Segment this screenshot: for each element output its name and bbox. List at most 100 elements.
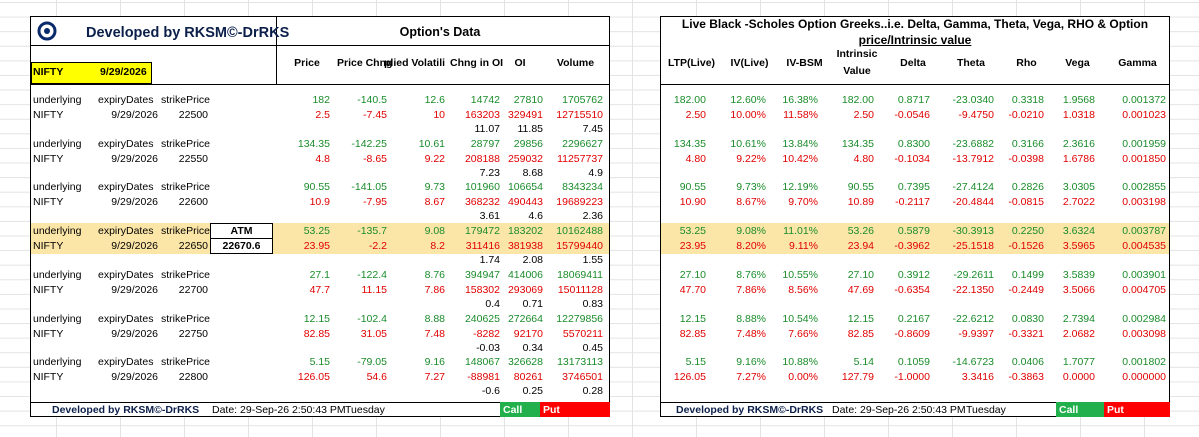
put-price[interactable]: 126.05 xyxy=(297,371,330,384)
call-iv[interactable]: 9.73 xyxy=(424,181,445,194)
greek-call-intr[interactable]: 182.00 xyxy=(841,94,874,106)
greek-call-iv[interactable]: 9.73% xyxy=(736,181,766,194)
greek-call-gamma[interactable]: 0.003901 xyxy=(1122,268,1166,281)
greek-put-intr[interactable]: 23.94 xyxy=(847,240,874,253)
greek-put-rho[interactable]: -0.2449 xyxy=(1008,283,1044,296)
put-vol[interactable]: 15799440 xyxy=(556,240,603,253)
put-iv[interactable]: 7.86 xyxy=(424,283,445,296)
greek-call-gamma[interactable]: 0.003787 xyxy=(1122,225,1166,238)
call-coi[interactable]: 394947 xyxy=(464,268,500,281)
put-coi[interactable]: 163203 xyxy=(464,109,500,121)
greek-call-intr[interactable]: 27.10 xyxy=(847,268,874,281)
greek-put-vega[interactable]: 0.0000 xyxy=(1062,371,1095,384)
call-oi[interactable]: 326628 xyxy=(507,356,543,369)
greek-call-bsm[interactable]: 12.19% xyxy=(782,181,818,194)
greek-put-delta[interactable]: -0.1034 xyxy=(894,152,930,165)
greek-put-gamma[interactable]: 0.001023 xyxy=(1122,109,1166,121)
greek-call-vega[interactable]: 1.9568 xyxy=(1062,94,1095,106)
greek-put-gamma[interactable]: 0.001850 xyxy=(1122,152,1166,165)
call-vol[interactable]: 1705762 xyxy=(562,94,603,106)
call-price[interactable]: 90.55 xyxy=(303,181,330,194)
greek-put-bsm[interactable]: 7.66% xyxy=(788,327,818,340)
call-price[interactable]: 134.35 xyxy=(297,137,330,150)
greek-put-bsm[interactable]: 9.70% xyxy=(788,196,818,209)
greek-call-delta[interactable]: 0.5879 xyxy=(897,225,930,238)
call-price[interactable]: 27.1 xyxy=(309,268,330,281)
put-iv[interactable]: 8.2 xyxy=(430,240,445,253)
greek-call-ltp[interactable]: 182.00 xyxy=(673,94,706,106)
put-vol[interactable]: 12715510 xyxy=(556,109,603,121)
call-chng[interactable]: -141.05 xyxy=(351,181,387,194)
greek-call-theta[interactable]: -14.6723 xyxy=(952,356,994,369)
greek-call-iv[interactable]: 8.76% xyxy=(736,268,766,281)
put-vol[interactable]: 19689223 xyxy=(556,196,603,209)
greek-call-ltp[interactable]: 53.25 xyxy=(679,225,706,238)
greek-put-theta[interactable]: -25.1518 xyxy=(952,240,994,253)
greek-call-rho[interactable]: 0.0830 xyxy=(1011,312,1044,325)
put-oi[interactable]: 329491 xyxy=(507,109,543,121)
call-vol[interactable]: 12279856 xyxy=(556,312,603,325)
call-oi[interactable]: 27810 xyxy=(513,94,543,106)
greek-put-gamma[interactable]: 0.004705 xyxy=(1122,283,1166,296)
greek-call-iv[interactable]: 8.88% xyxy=(736,312,766,325)
greek-put-rho[interactable]: -0.3863 xyxy=(1008,371,1044,384)
greek-put-theta[interactable]: -9.4750 xyxy=(958,109,994,121)
put-chng[interactable]: -8.65 xyxy=(363,152,387,165)
call-iv[interactable]: 8.88 xyxy=(424,312,445,325)
greek-call-iv[interactable]: 9.08% xyxy=(736,225,766,238)
call-chng[interactable]: -122.4 xyxy=(357,268,387,281)
greek-put-ltp[interactable]: 10.90 xyxy=(679,196,706,209)
row-strike[interactable]: 22700 xyxy=(178,283,208,296)
greek-put-bsm[interactable]: 8.56% xyxy=(788,283,818,296)
greek-put-intr[interactable]: 127.79 xyxy=(841,371,874,384)
put-oi[interactable]: 490443 xyxy=(507,196,543,209)
call-coi[interactable]: 179472 xyxy=(464,225,500,238)
symbol-cell[interactable] xyxy=(31,62,152,84)
call-price[interactable]: 12.15 xyxy=(303,312,330,325)
greek-put-iv[interactable]: 8.67% xyxy=(736,196,766,209)
put-coi[interactable]: -8282 xyxy=(473,327,500,340)
put-chng[interactable]: 54.6 xyxy=(366,371,387,384)
greek-put-delta[interactable]: -0.0546 xyxy=(894,109,930,121)
put-iv[interactable]: 7.48 xyxy=(424,327,445,340)
greek-call-gamma[interactable]: 0.001372 xyxy=(1122,94,1166,106)
greek-put-rho[interactable]: -0.1526 xyxy=(1008,240,1044,253)
greek-put-theta[interactable]: -20.4844 xyxy=(952,196,994,209)
put-vol[interactable]: 5570211 xyxy=(562,327,603,340)
greek-call-rho[interactable]: 0.2826 xyxy=(1011,181,1044,194)
put-vol[interactable]: 3746501 xyxy=(562,371,603,384)
put-coi[interactable]: 208188 xyxy=(464,152,500,165)
greek-put-bsm[interactable]: 10.42% xyxy=(782,152,818,165)
greek-call-intr[interactable]: 53.26 xyxy=(847,225,874,238)
greek-put-rho[interactable]: -0.0398 xyxy=(1008,152,1044,165)
put-chng[interactable]: 11.15 xyxy=(361,283,388,296)
greek-call-vega[interactable]: 3.5839 xyxy=(1062,268,1095,281)
put-price[interactable]: 47.7 xyxy=(309,283,330,296)
greek-put-iv[interactable]: 9.22% xyxy=(736,152,766,165)
call-coi[interactable]: 14742 xyxy=(470,94,500,106)
call-vol[interactable]: 10162488 xyxy=(556,225,603,238)
greek-call-delta[interactable]: 0.8717 xyxy=(897,94,930,106)
call-chng[interactable]: -142.25 xyxy=(351,137,387,150)
put-price[interactable]: 10.9 xyxy=(309,196,330,209)
greek-put-intr[interactable]: 82.85 xyxy=(847,327,874,340)
greek-put-theta[interactable]: -13.7912 xyxy=(952,152,994,165)
greek-call-theta[interactable]: -23.0340 xyxy=(952,94,994,106)
greek-put-ltp[interactable]: 23.95 xyxy=(679,240,706,253)
greek-put-ltp[interactable]: 47.70 xyxy=(679,283,706,296)
greek-put-ltp[interactable]: 126.05 xyxy=(673,371,706,384)
call-oi[interactable]: 414006 xyxy=(507,268,543,281)
greek-put-delta[interactable]: -0.8609 xyxy=(894,327,930,340)
greek-put-vega[interactable]: 1.0318 xyxy=(1062,109,1095,121)
put-price[interactable]: 2.5 xyxy=(315,109,330,121)
greek-put-iv[interactable]: 7.27% xyxy=(736,371,766,384)
greek-put-intr[interactable]: 10.89 xyxy=(847,196,874,209)
greek-put-gamma[interactable]: 0.000000 xyxy=(1122,371,1166,384)
call-vol[interactable]: 8343234 xyxy=(562,181,603,194)
row-strike[interactable]: 22600 xyxy=(178,196,208,209)
greek-call-rho[interactable]: 0.1499 xyxy=(1011,268,1044,281)
greek-call-delta[interactable]: 0.2167 xyxy=(897,312,930,325)
greek-call-intr[interactable]: 90.55 xyxy=(847,181,874,194)
greek-call-theta[interactable]: -27.4124 xyxy=(952,181,994,194)
call-vol[interactable]: 13173113 xyxy=(557,356,603,369)
